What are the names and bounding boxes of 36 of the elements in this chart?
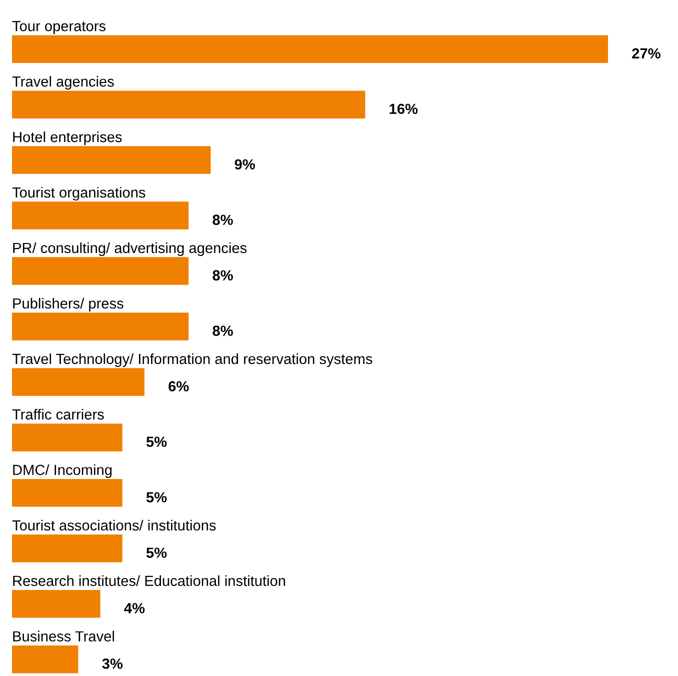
bar — [12, 257, 189, 285]
data-label: 8% — [212, 270, 233, 280]
y-tick-label: Tourist organisations — [12, 186, 146, 201]
bar — [12, 534, 122, 562]
y-tick-label: Publishers/ press — [13, 298, 124, 312]
bar — [12, 35, 608, 63]
bar — [12, 645, 78, 674]
y-tick-label: Hotel enterprises — [13, 131, 122, 146]
y-tick-label: Traffic carriers — [12, 408, 104, 420]
bar — [12, 90, 366, 118]
y-tick-label: PR/ consulting/ advertising agencies — [13, 242, 247, 256]
data-label: 6% — [168, 381, 189, 392]
data-label: 5% — [146, 492, 167, 502]
data-label: 5% — [146, 548, 167, 558]
data-label: 9% — [234, 159, 255, 170]
y-tick-label: Travel agencies — [12, 76, 114, 90]
y-tick-label: Business Travel — [13, 630, 114, 642]
bar — [12, 202, 189, 230]
bar — [12, 368, 144, 396]
data-label: 16% — [390, 104, 418, 114]
bar — [12, 146, 211, 174]
bar — [12, 590, 100, 618]
data-label: 8% — [212, 214, 233, 225]
y-tick-label: Tour operators — [12, 21, 106, 34]
y-tick-label: Tourist associations/ institutions — [12, 520, 216, 531]
y-tick-label: Travel Technology/ Information and reservation systems — [12, 353, 372, 367]
data-label: 27% — [632, 48, 660, 59]
bar — [12, 479, 122, 507]
data-label: 3% — [102, 658, 123, 669]
y-tick-label: Research institutes/ Educational institution — [13, 575, 286, 586]
data-label: 4% — [124, 603, 145, 614]
data-label: 8% — [212, 326, 233, 336]
y-tick-label: DMC/ Incoming — [13, 464, 112, 478]
bar — [12, 424, 122, 452]
data-label: 5% — [146, 436, 167, 447]
bar — [12, 312, 189, 340]
